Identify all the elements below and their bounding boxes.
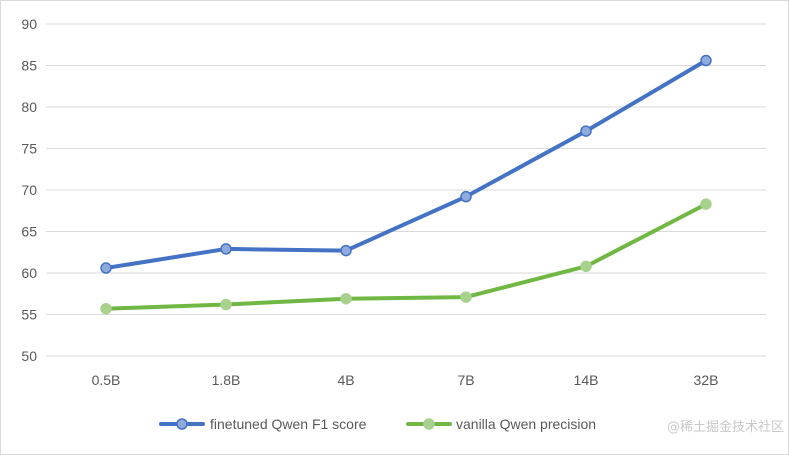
data-point [340, 292, 352, 305]
series-0 [100, 54, 712, 274]
x-tick-label: 32B [694, 372, 719, 388]
y-tick-label: 60 [21, 265, 37, 281]
legend-swatch-marker [176, 418, 188, 430]
series-1 [100, 198, 712, 315]
series-line-0 [104, 58, 708, 271]
y-tick-label: 65 [21, 224, 37, 240]
legend-item-0: finetuned Qwen F1 score [159, 416, 367, 432]
data-point [580, 260, 592, 273]
legend-label: finetuned Qwen F1 score [210, 416, 367, 432]
y-tick-label: 85 [21, 58, 37, 74]
data-point [700, 54, 712, 67]
x-tick-label: 7B [457, 372, 474, 388]
data-point [340, 244, 352, 257]
y-tick-label: 70 [21, 182, 37, 198]
data-point [100, 302, 112, 315]
data-point [580, 125, 592, 137]
data-point [100, 262, 112, 274]
x-tick-label: 14B [574, 372, 599, 388]
x-tick-label: 1.8B [212, 372, 241, 388]
legend: finetuned Qwen F1 score vanilla Qwen prec… [159, 416, 596, 432]
legend-swatch-marker [423, 418, 435, 430]
y-tick-label: 90 [21, 16, 37, 32]
data-point [220, 298, 232, 311]
legend-item-1: vanilla Qwen precision [406, 416, 596, 432]
data-point [460, 291, 472, 303]
y-tick-label: 55 [21, 307, 37, 323]
x-axis-ticks: 0.5B 1.8B 4B 7B 14B 32B [92, 372, 719, 388]
data-point [460, 190, 472, 203]
y-axis-ticks: 50 55 60 65 70 75 80 85 90 [21, 16, 37, 364]
y-tick-label: 50 [21, 348, 37, 364]
x-tick-label: 0.5B [92, 372, 121, 388]
watermark-text: @稀土掘金技术社区 [667, 419, 784, 435]
legend-label: vanilla Qwen precision [456, 416, 596, 432]
data-point [700, 198, 712, 210]
data-point [220, 243, 232, 255]
series-line-1 [104, 202, 708, 311]
series-group [100, 54, 712, 315]
y-tick-label: 80 [21, 99, 37, 115]
y-tick-label: 75 [21, 141, 37, 157]
x-tick-label: 4B [337, 372, 354, 388]
gridlines [46, 23, 766, 357]
